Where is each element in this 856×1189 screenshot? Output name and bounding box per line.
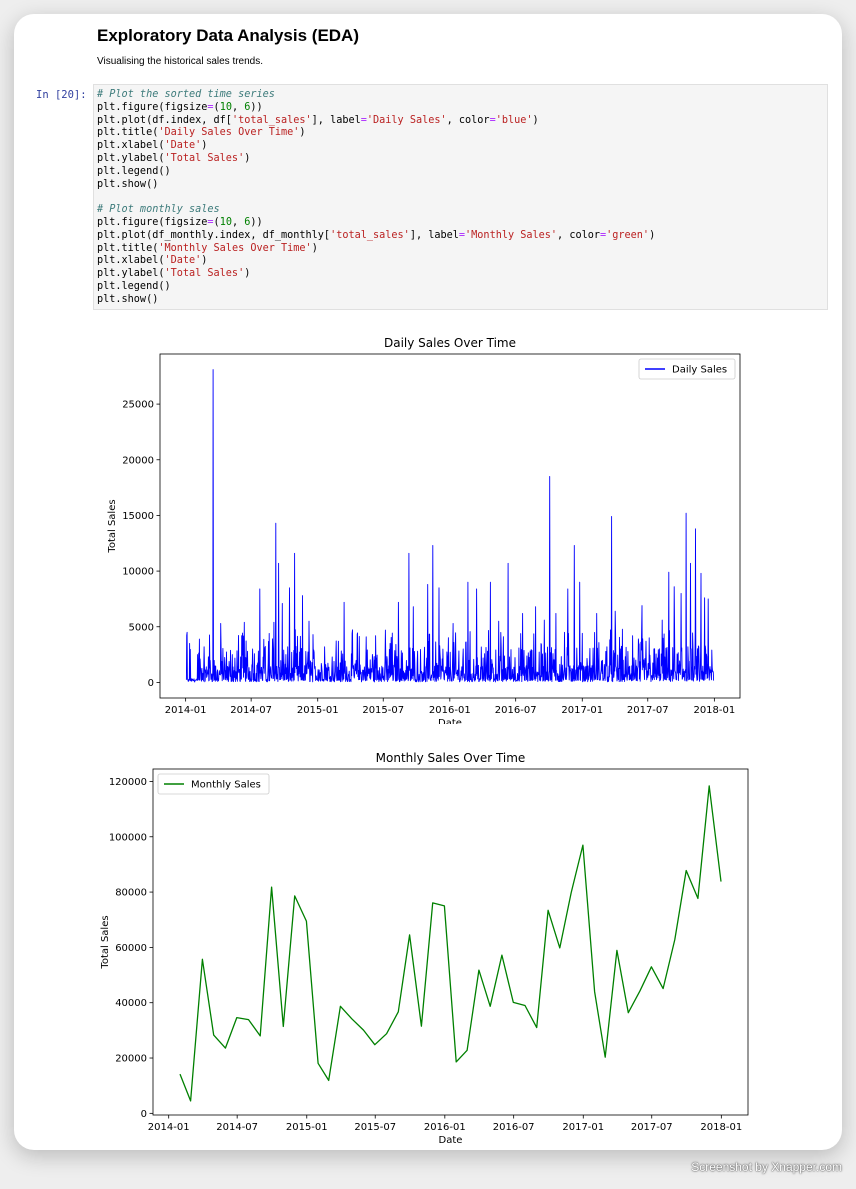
y-axis-label: Total Sales: [107, 499, 118, 553]
x-tick-label: 2017-01: [562, 1122, 604, 1133]
x-tick-label: 2017-01: [561, 705, 603, 716]
y-tick-label: 25000: [122, 400, 154, 411]
x-tick-label: 2014-01: [165, 705, 207, 716]
y-tick-label: 5000: [129, 622, 154, 633]
monthly-sales-chart: Monthly Sales Over Time 2014-01 2014-07 201…: [100, 751, 749, 1146]
x-tick-label: 2015-07: [354, 1122, 396, 1133]
x-tick-label: 2015-01: [297, 705, 339, 716]
y-tick-label: 60000: [115, 943, 147, 954]
x-tick-label: 2014-07: [216, 1122, 258, 1133]
y-tick-label: 0: [141, 1109, 147, 1120]
code-cell[interactable]: # Plot the sorted time series plt.figure(…: [93, 84, 828, 310]
cell-prompt: In [20]:: [36, 89, 87, 101]
code-line: plt.legend(): [97, 165, 171, 177]
code-line: plt.xlabel('Date'): [97, 140, 208, 152]
code-line: [97, 191, 824, 204]
series-line: [179, 785, 722, 1102]
code-line: plt.plot(df_monthly.index, df_monthly['t…: [97, 229, 656, 241]
y-tick-label: 100000: [109, 832, 147, 843]
axes-frame: [152, 768, 749, 1116]
code-line: plt.figure(figsize=(10, 6)): [97, 101, 263, 113]
code-line: plt.plot(df.index, df['total_sales'], la…: [97, 114, 539, 126]
code-line: plt.figure(figsize=(10, 6)): [97, 216, 263, 228]
x-tick-label: 2015-01: [286, 1122, 328, 1133]
section-heading: Exploratory Data Analysis (EDA): [97, 26, 359, 45]
code-editor[interactable]: # Plot the sorted time series plt.figure(…: [94, 85, 827, 311]
x-tick-label: 2014-07: [230, 705, 272, 716]
code-line: # Plot the sorted time series: [97, 89, 275, 100]
x-tick-label: 2017-07: [627, 705, 669, 716]
x-tick-label: 2014-01: [148, 1122, 190, 1133]
legend-label: Monthly Sales: [191, 780, 261, 791]
code-line: # Plot monthly sales: [97, 204, 220, 216]
y-tick-label: 20000: [122, 455, 154, 466]
legend-box: [638, 358, 736, 380]
chart-title: Daily Sales Over Time: [384, 336, 516, 350]
code-line: plt.ylabel('Total Sales'): [97, 268, 251, 280]
y-tick-label: 120000: [109, 777, 147, 788]
x-tick-label: 2016-07: [495, 705, 537, 716]
series-line: [185, 369, 715, 683]
notebook-card: Exploratory Data Analysis (EDA) Visualis…: [14, 14, 842, 1150]
code-line: plt.ylabel('Total Sales'): [97, 152, 251, 164]
y-tick-label: 0: [148, 678, 154, 689]
x-axis-label: Date: [439, 1135, 463, 1146]
x-tick-label: 2018-01: [700, 1122, 742, 1133]
daily-sales-chart: Daily Sales Over Time 2014-01 2014-07 2015-…: [107, 336, 741, 724]
code-line: plt.show(): [97, 178, 159, 190]
x-tick-label: 2016-01: [429, 705, 471, 716]
code-line: plt.xlabel('Date'): [97, 255, 208, 267]
chart-title: Monthly Sales Over Time: [376, 751, 526, 765]
y-tick-label: 20000: [115, 1054, 147, 1065]
x-axis-label: Date: [438, 718, 462, 724]
x-tick-label: 2016-01: [424, 1122, 466, 1133]
legend-box: [157, 773, 270, 795]
y-tick-label: 10000: [122, 567, 154, 578]
x-tick-label: 2016-07: [493, 1122, 535, 1133]
code-line: plt.title('Daily Sales Over Time'): [97, 127, 306, 139]
code-line: plt.legend(): [97, 280, 171, 292]
x-tick-label: 2015-07: [362, 705, 404, 716]
section-description: Visualising the historical sales trends.: [97, 56, 264, 67]
y-tick-label: 80000: [115, 888, 147, 899]
x-tick-label: 2017-07: [631, 1122, 673, 1133]
y-tick-label: 15000: [122, 511, 154, 522]
y-tick-label: 40000: [115, 998, 147, 1009]
y-axis-label: Total Sales: [100, 915, 111, 969]
watermark-text: Screenshot by Xnapper.com: [691, 1160, 842, 1174]
code-line: plt.title('Monthly Sales Over Time'): [97, 242, 318, 254]
x-tick-label: 2018-01: [693, 705, 735, 716]
axes-frame: [159, 353, 741, 699]
code-line: plt.show(): [97, 293, 159, 305]
legend-label: Daily Sales: [672, 365, 727, 376]
